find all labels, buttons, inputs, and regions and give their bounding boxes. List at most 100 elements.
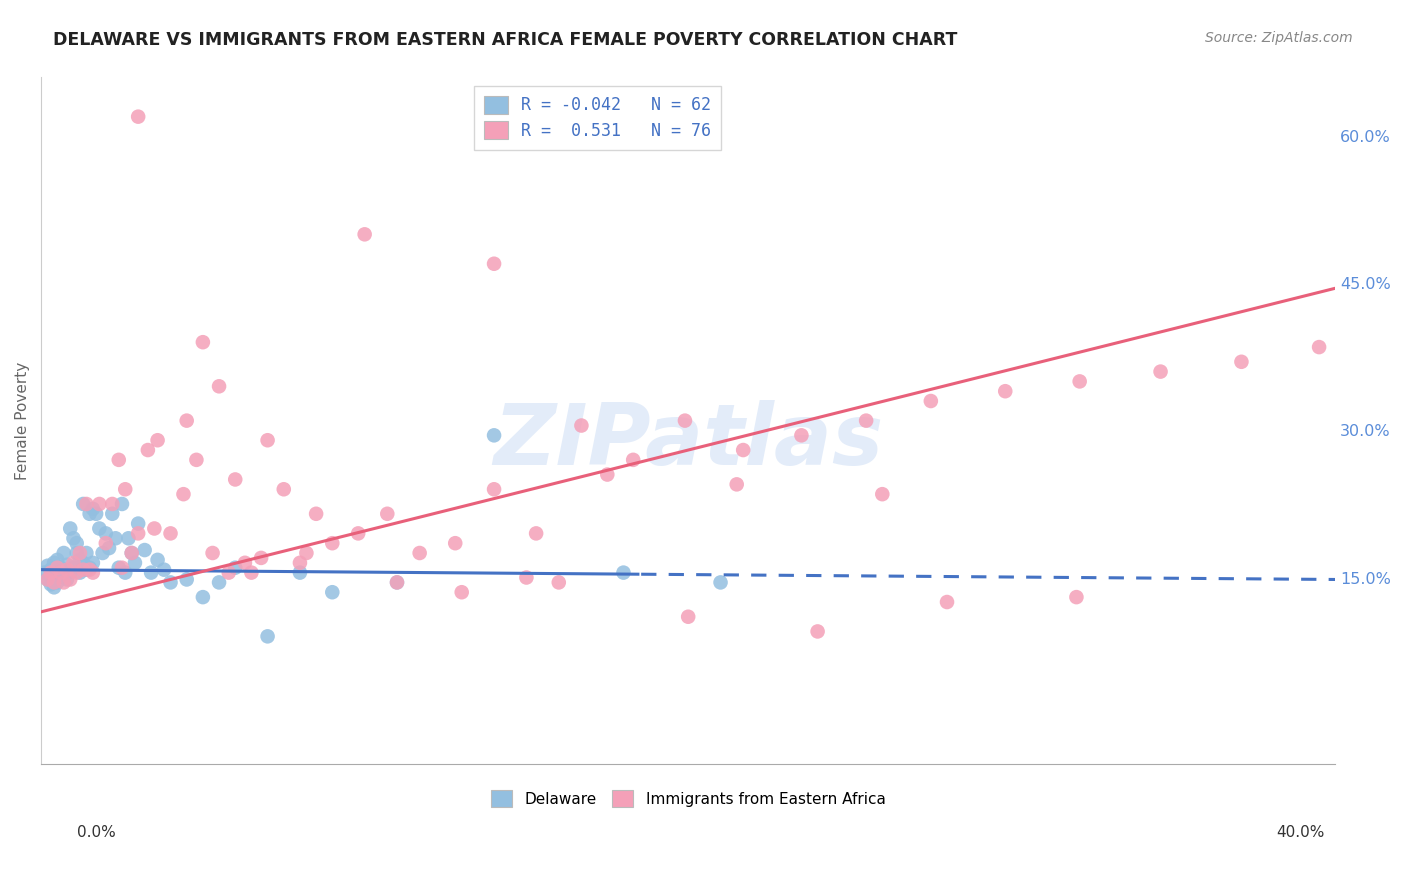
Point [69,546,91,560]
Point [62,556,84,570]
Point [72,556,94,570]
Point [82,566,104,580]
Text: Source: ZipAtlas.com: Source: ZipAtlas.com [1205,31,1353,45]
Point [49,568,72,582]
Point [872,487,894,501]
Point [224,473,246,487]
Point [46,553,69,567]
Point [273,483,295,497]
Point [920,394,942,409]
Point [66,546,89,560]
Point [176,573,198,587]
Point [39,566,62,580]
Point [621,453,644,467]
Point [347,526,370,541]
Text: ZIPatlas: ZIPatlas [494,400,883,483]
Point [159,526,181,541]
Point [39,577,62,591]
Point [84,507,107,521]
Point [186,453,208,467]
Y-axis label: Female Poverty: Female Poverty [15,361,30,480]
Point [807,624,830,639]
Point [936,595,959,609]
Point [224,560,246,574]
Point [321,585,343,599]
Point [56,558,79,572]
Point [673,414,696,428]
Point [385,575,408,590]
Point [1069,375,1091,389]
Point [709,575,731,590]
Point [191,590,214,604]
Point [855,414,877,428]
Point [1066,590,1088,604]
Point [98,541,121,555]
Text: 0.0%: 0.0% [77,825,117,840]
Point [62,531,84,545]
Point [288,556,311,570]
Point [172,487,194,501]
Point [107,560,129,574]
Point [82,501,104,516]
Point [159,575,181,590]
Point [59,566,82,580]
Point [676,609,699,624]
Point [482,257,505,271]
Point [79,507,101,521]
Point [1230,355,1253,369]
Point [37,558,59,573]
Point [571,418,593,433]
Point [233,556,256,570]
Point [66,536,89,550]
Point [612,566,634,580]
Point [69,553,91,567]
Point [82,556,104,570]
Point [62,560,84,574]
Point [256,629,278,643]
Point [240,566,263,580]
Point [444,536,467,550]
Point [37,573,59,587]
Point [104,531,127,545]
Point [250,550,273,565]
Point [75,546,97,560]
Point [305,507,328,521]
Point [121,546,143,560]
Point [288,566,311,580]
Point [1308,340,1330,354]
Point [42,575,65,590]
Point [482,428,505,442]
Point [596,467,619,482]
Point [450,585,472,599]
Point [69,566,91,580]
Point [94,536,117,550]
Point [127,516,149,531]
Point [201,546,224,560]
Point [790,428,813,442]
Point [56,573,79,587]
Point [79,563,101,577]
Point [482,483,505,497]
Point [176,414,198,428]
Point [547,575,569,590]
Point [101,497,124,511]
Point [127,110,149,124]
Point [139,566,162,580]
Point [34,566,56,580]
Text: 40.0%: 40.0% [1277,825,1324,840]
Point [66,566,89,580]
Point [725,477,748,491]
Point [295,546,318,560]
Point [52,546,75,560]
Point [52,563,75,577]
Point [127,526,149,541]
Point [52,575,75,590]
Point [79,560,101,574]
Point [89,497,111,511]
Point [208,379,231,393]
Point [42,556,65,570]
Point [101,507,124,521]
Point [124,556,146,570]
Point [191,335,214,350]
Point [39,563,62,577]
